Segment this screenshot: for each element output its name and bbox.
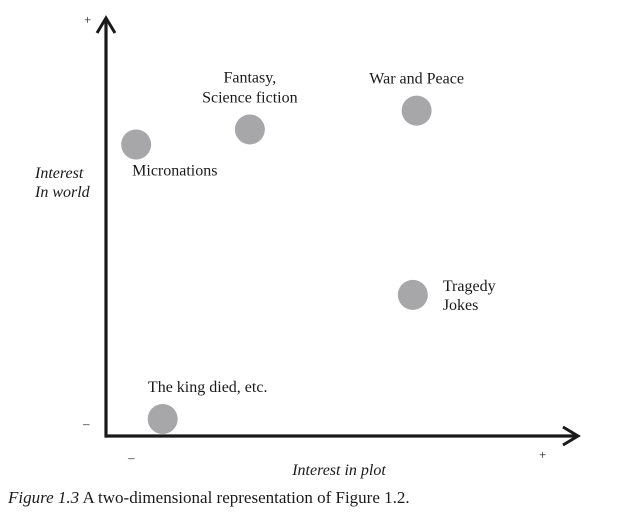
x-axis-min-label: –: [127, 450, 135, 465]
data-point: [147, 403, 178, 434]
point-label: Micronations: [132, 162, 217, 179]
y-axis-arrowhead: [95, 15, 117, 34]
point-labels: Fantasy, Science fiction War and Peace Micr…: [132, 69, 495, 396]
point-label: Science fiction: [202, 89, 298, 106]
figure-number: Figure 1.3: [8, 488, 80, 507]
y-axis-title-line: In world: [34, 184, 91, 201]
y-axis-title-line: Interest: [34, 165, 84, 182]
point-label: Jokes: [443, 297, 479, 314]
data-point: [234, 114, 265, 145]
data-points: [121, 95, 432, 434]
point-label: Tragedy: [443, 278, 496, 295]
axes: + – – + Interest in plot Interest In world: [34, 12, 581, 479]
x-axis-arrowhead: [562, 425, 581, 447]
data-point: [397, 279, 428, 310]
data-point: [401, 95, 432, 126]
x-axis-max-label: +: [539, 447, 546, 462]
data-point: [121, 129, 152, 160]
y-axis-max-label: +: [84, 12, 91, 27]
point-label: Fantasy,: [223, 69, 276, 86]
point-label: War and Peace: [369, 71, 464, 88]
y-axis-min-label: –: [82, 416, 90, 431]
x-axis-title: Interest in plot: [291, 462, 386, 479]
caption-text: A two-dimensional representation of Figu…: [82, 488, 410, 507]
figure-caption: Figure 1.3 A two-dimensional representat…: [8, 488, 410, 508]
point-label: The king died, etc.: [148, 379, 268, 396]
